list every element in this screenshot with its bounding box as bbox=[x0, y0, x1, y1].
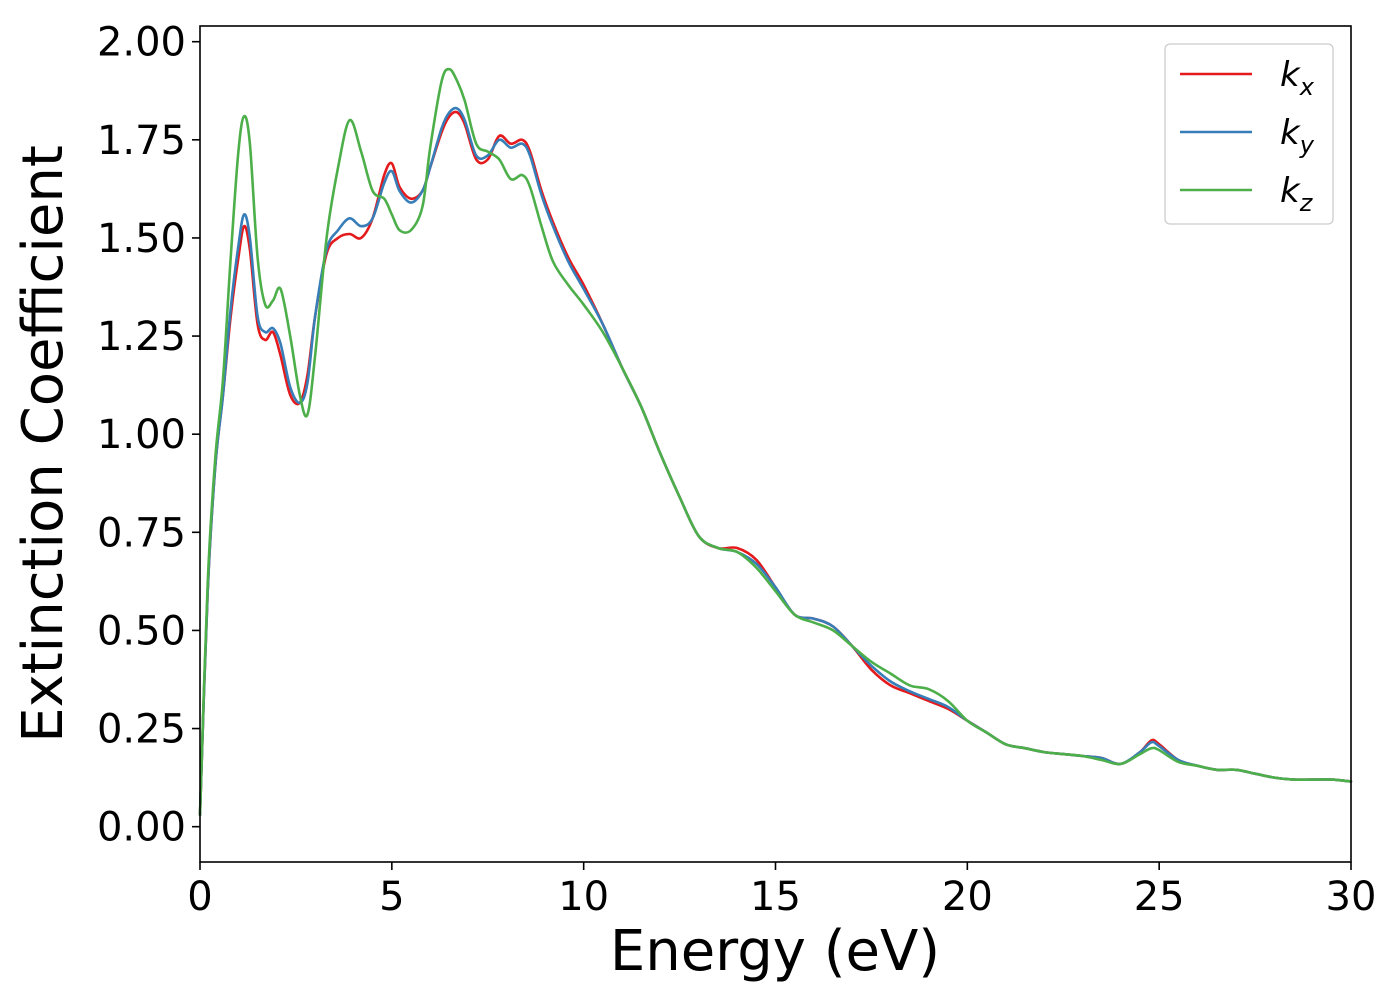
y-tick-label: 0.50 bbox=[97, 608, 186, 654]
x-axis-label: Energy (eV) bbox=[610, 919, 940, 984]
y-tick-label: 0.00 bbox=[97, 805, 186, 851]
x-axis-ticks: 0 5 10 15 20 25 30 bbox=[187, 862, 1376, 920]
y-axis-label: Extinction Coefficient bbox=[11, 145, 76, 743]
x-tick-label: 5 bbox=[379, 874, 404, 920]
x-tick-label: 10 bbox=[558, 874, 609, 920]
series-line-z bbox=[198, 67, 1353, 817]
legend-label-x: kx bbox=[1280, 55, 1315, 101]
y-tick-label: 1.25 bbox=[97, 314, 186, 360]
y-tick-label: 0.25 bbox=[97, 707, 186, 753]
x-tick-label: 30 bbox=[1326, 874, 1377, 920]
x-tick-label: 0 bbox=[187, 874, 212, 920]
x-tick-label: 15 bbox=[750, 874, 801, 920]
y-tick-label: 0.75 bbox=[97, 510, 186, 556]
y-axis-ticks: 0.00 0.25 0.50 0.75 1.00 1.25 1.50 1.75 2.00 bbox=[97, 20, 200, 851]
legend: kx ky kz bbox=[1164, 43, 1334, 225]
y-tick-label: 1.75 bbox=[97, 118, 186, 164]
y-tick-label: 1.00 bbox=[97, 412, 186, 458]
x-tick-label: 20 bbox=[942, 874, 993, 920]
legend-box bbox=[1164, 43, 1334, 225]
y-tick-label: 1.50 bbox=[97, 216, 186, 262]
x-tick-label: 25 bbox=[1134, 874, 1185, 920]
legend-label-y: ky bbox=[1280, 113, 1315, 159]
legend-label-z: kz bbox=[1280, 171, 1314, 217]
series-layer bbox=[198, 67, 1353, 817]
y-tick-label: 2.00 bbox=[97, 20, 186, 66]
legend-entries: kx ky kz bbox=[1180, 55, 1315, 217]
series-line-y bbox=[198, 106, 1353, 817]
